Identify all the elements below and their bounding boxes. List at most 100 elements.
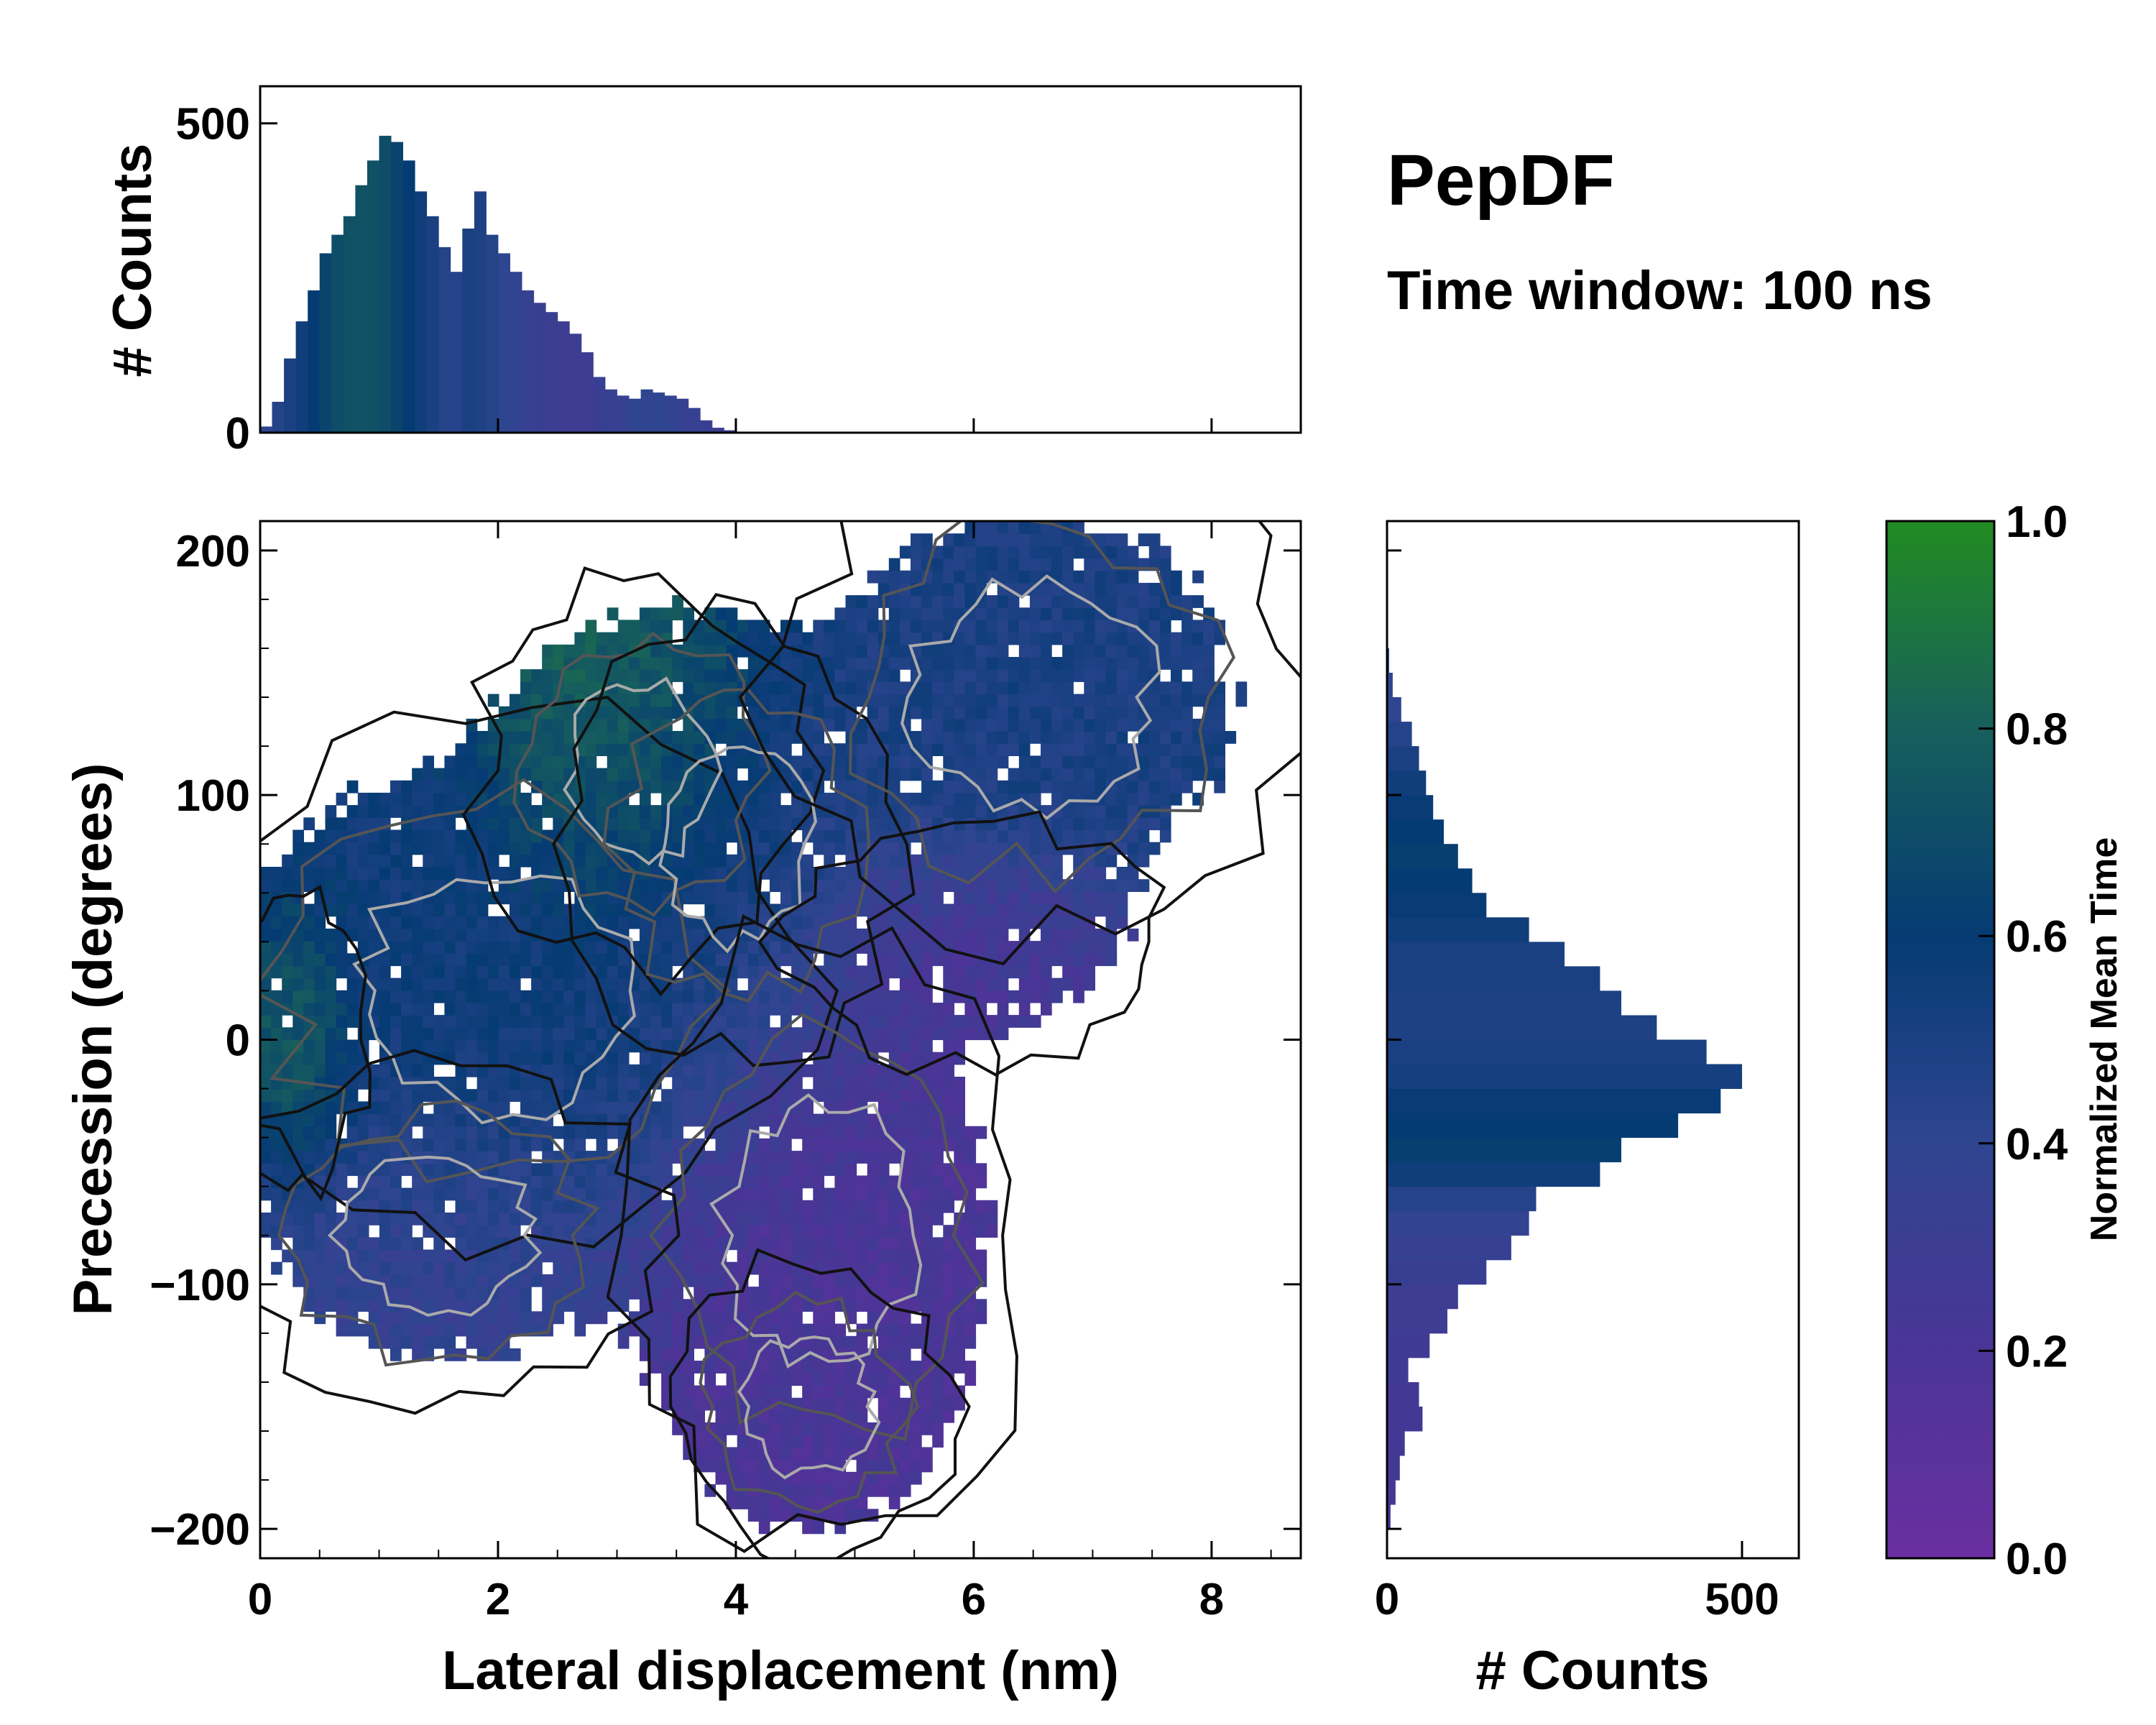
heatmap-cell — [1041, 644, 1052, 658]
heatmap-cell — [1127, 792, 1139, 806]
heatmap-cell — [845, 1335, 857, 1349]
heatmap-cell — [954, 558, 965, 571]
heatmap-cell — [390, 941, 402, 954]
top-histogram-bar — [557, 321, 570, 433]
heatmap-cell — [672, 1064, 683, 1077]
heatmap-cell — [1062, 780, 1074, 794]
heatmap-cell — [487, 780, 499, 794]
heatmap-cell — [412, 978, 423, 991]
heatmap-cell — [314, 829, 326, 843]
heatmap-cell — [867, 965, 879, 979]
heatmap-cell — [769, 1064, 781, 1077]
top-histogram-bar — [331, 234, 344, 433]
heatmap-cell — [1105, 953, 1118, 967]
heatmap-cell — [921, 1225, 933, 1238]
heatmap-cell — [607, 854, 619, 868]
heatmap-cell — [704, 953, 717, 967]
heatmap-cell — [672, 842, 683, 855]
heatmap-cell — [769, 978, 781, 991]
heatmap-cell — [553, 1287, 564, 1300]
heatmap-cell — [888, 1027, 900, 1041]
heatmap-cell — [932, 1089, 944, 1102]
heatmap-cell — [856, 1113, 868, 1127]
heatmap-cell — [726, 768, 738, 781]
heatmap-cell — [1062, 755, 1074, 769]
heatmap-cell — [888, 1015, 900, 1028]
heatmap-cell — [1051, 990, 1063, 1003]
heatmap-cell — [856, 1126, 868, 1139]
heatmap-cell — [466, 1335, 478, 1349]
heatmap-cell — [769, 1409, 781, 1423]
heatmap-cell — [715, 1471, 727, 1485]
heatmap-cell — [520, 854, 532, 868]
heatmap-cell — [877, 1237, 890, 1251]
heatmap-cell — [1095, 706, 1107, 719]
heatmap-cell — [390, 1163, 402, 1177]
top-histogram-bar — [319, 253, 332, 433]
heatmap-cell — [758, 1237, 770, 1251]
heatmap-cell — [509, 1113, 521, 1127]
heatmap-cell — [563, 755, 575, 769]
heatmap-cell — [921, 595, 933, 608]
heatmap-cell — [357, 1113, 369, 1127]
heatmap-cell — [585, 1213, 597, 1225]
heatmap-cell — [813, 1397, 824, 1411]
heatmap-cell — [650, 1261, 662, 1275]
heatmap-cell — [1159, 657, 1171, 670]
heatmap-cell — [423, 805, 434, 818]
heatmap-cell — [487, 1003, 499, 1016]
heatmap-cell — [574, 1138, 586, 1151]
heatmap-cell — [726, 1138, 738, 1151]
heatmap-cell — [585, 780, 597, 794]
heatmap-cell — [932, 607, 944, 621]
heatmap-cell — [1148, 546, 1161, 559]
heatmap-cell — [542, 718, 553, 732]
heatmap-cell — [997, 743, 1009, 756]
heatmap-cell — [563, 1027, 575, 1041]
heatmap-cell — [867, 1484, 879, 1497]
heatmap-cell — [683, 1237, 694, 1251]
heatmap-cell — [476, 953, 489, 967]
heatmap-cell — [780, 1261, 792, 1275]
heatmap-cell — [802, 916, 814, 929]
heatmap-cell — [683, 965, 694, 979]
heatmap-cell — [639, 607, 651, 621]
heatmap-cell — [780, 1484, 792, 1497]
heatmap-cell — [476, 1287, 489, 1300]
heatmap-cell — [531, 916, 543, 929]
heatmap-cell — [780, 1422, 792, 1435]
heatmap-cell — [314, 990, 326, 1003]
top-histogram-bar — [486, 234, 499, 433]
heatmap-cell — [845, 595, 857, 608]
heatmap-cell — [314, 941, 326, 954]
heatmap-cell — [628, 1274, 640, 1287]
heatmap-cell — [466, 1151, 478, 1164]
heatmap-cell — [867, 1151, 879, 1164]
heatmap-cell — [1138, 829, 1150, 843]
heatmap-cell — [531, 669, 543, 682]
top-histogram-bar — [260, 426, 272, 433]
heatmap-cell — [412, 1064, 423, 1077]
heatmap-cell — [1084, 903, 1095, 917]
heatmap-cell — [1051, 792, 1063, 806]
heatmap-cell — [791, 780, 803, 794]
heatmap-cell — [943, 916, 954, 929]
heatmap-cell — [888, 1237, 900, 1251]
heatmap-cell — [1073, 533, 1084, 546]
heatmap-cell — [877, 879, 890, 892]
heatmap-cell — [856, 1225, 868, 1238]
heatmap-cell — [1159, 718, 1171, 732]
contour-line — [351, 874, 636, 1125]
heatmap-cell — [498, 1163, 510, 1177]
heatmap-cell — [401, 1225, 413, 1238]
colorbar-tick-label: 0.6 — [2006, 912, 2068, 962]
heatmap-cell — [758, 792, 770, 806]
heatmap-cell — [975, 644, 987, 658]
heatmap-cell — [596, 854, 608, 868]
heatmap-cell — [877, 1213, 890, 1225]
heatmap-cell — [260, 1225, 272, 1238]
heatmap-cell — [498, 1151, 510, 1164]
heatmap-cell — [628, 694, 640, 707]
heatmap-cell — [487, 1052, 499, 1065]
heatmap-cell — [813, 1311, 824, 1325]
